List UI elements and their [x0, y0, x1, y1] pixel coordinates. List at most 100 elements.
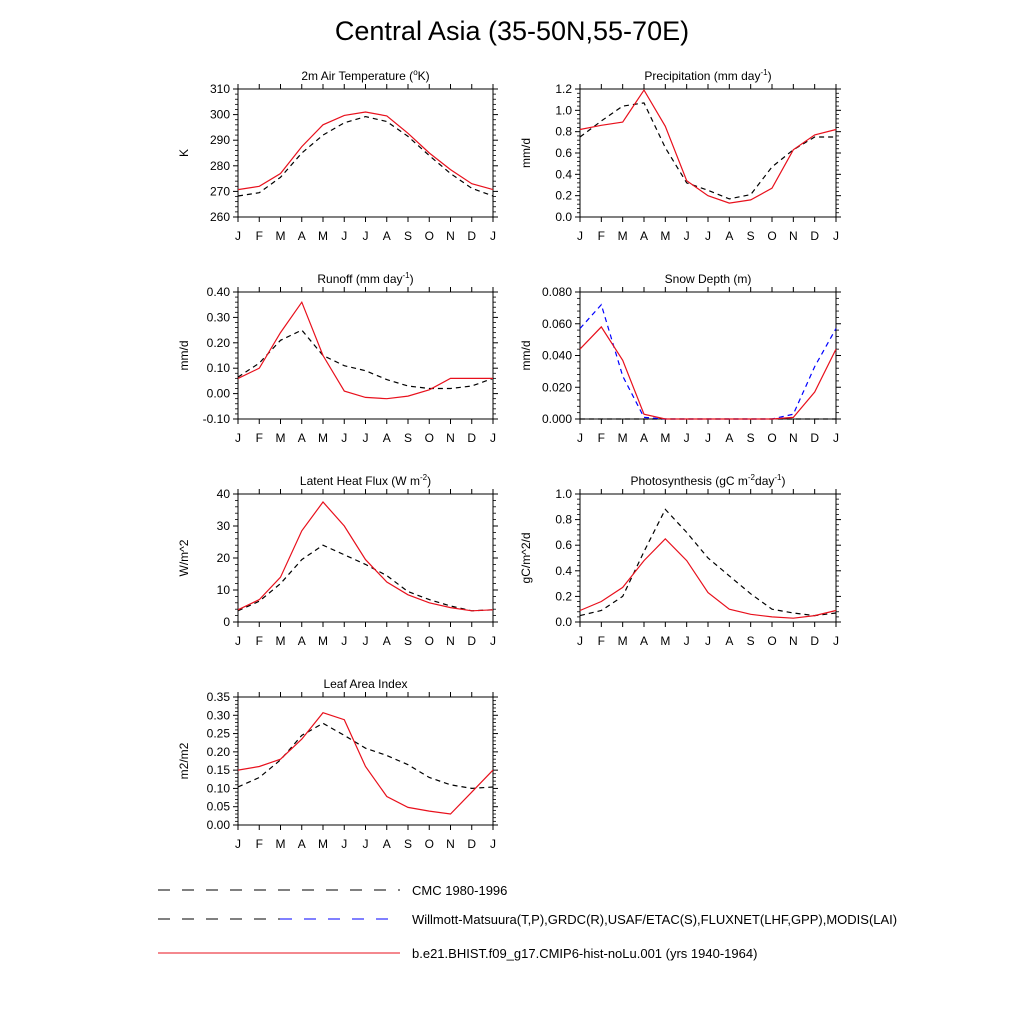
- y-tick-label: 0: [223, 615, 230, 629]
- x-tick-label: S: [747, 229, 755, 243]
- x-tick-label: M: [318, 634, 328, 648]
- y-tick-label: 0.40: [207, 285, 231, 299]
- y-tick-label: 0.6: [555, 146, 572, 160]
- x-tick-label: N: [446, 837, 455, 851]
- legend-entry-model: b.e21.BHIST.f09_g17.CMIP6-hist-noLu.001 …: [158, 946, 757, 961]
- x-tick-label: A: [640, 634, 648, 648]
- x-tick-label: J: [235, 634, 241, 648]
- x-tick-label: S: [747, 431, 755, 445]
- x-tick-label: S: [404, 634, 412, 648]
- chart-title: Snow Depth (m): [665, 272, 752, 286]
- y-tick-label: 0.30: [207, 708, 231, 722]
- series-line-obs: [237, 544, 494, 612]
- chart-title: 2m Air Temperature (oK): [301, 68, 429, 83]
- x-tick-label: J: [341, 634, 347, 648]
- y-axis-label: m2/m2: [177, 742, 191, 779]
- x-tick-label: J: [577, 634, 583, 648]
- x-tick-label: D: [467, 634, 476, 648]
- y-axis-label: gC/m^2/d: [519, 533, 533, 584]
- x-tick-label: J: [341, 837, 347, 851]
- x-tick-label: M: [276, 229, 286, 243]
- x-tick-label: O: [425, 431, 434, 445]
- y-tick-label: 0.060: [542, 317, 572, 331]
- x-tick-label: J: [341, 431, 347, 445]
- chart-title: Photosynthesis (gC m-2day-1): [631, 473, 786, 488]
- y-tick-label: 30: [217, 519, 231, 533]
- x-tick-label: J: [490, 634, 496, 648]
- y-tick-label: 260: [210, 210, 230, 224]
- y-tick-label: 0.10: [207, 781, 231, 795]
- x-tick-label: M: [660, 431, 670, 445]
- series-line-model: [237, 111, 494, 191]
- chart-photosynthesis: Photosynthesis (gC m-2day-1) 0.0 0.2 0.4 0.6…: [519, 473, 841, 648]
- y-tick-label: -0.10: [203, 412, 231, 426]
- x-tick-label: M: [318, 837, 328, 851]
- x-tick-label: M: [618, 431, 628, 445]
- x-tick-label: A: [298, 634, 306, 648]
- y-tick-label: 0.080: [542, 285, 572, 299]
- x-tick-label: J: [833, 431, 839, 445]
- x-tick-label: J: [363, 837, 369, 851]
- legend-entry-obs: Willmott-Matsuura(T,P),GRDC(R),USAF/ETAC…: [158, 912, 897, 927]
- x-tick-label: D: [467, 431, 476, 445]
- y-tick-label: 0.040: [542, 349, 572, 363]
- x-tick-label: J: [363, 634, 369, 648]
- x-tick-label: S: [747, 634, 755, 648]
- chart-runoff: Runoff (mm day-1) -0.10 0.00 0.10 0.20 0.30 0.…: [177, 271, 498, 445]
- y-tick-label: 0.35: [207, 690, 231, 704]
- y-tick-label: 280: [210, 159, 230, 173]
- x-tick-label: N: [446, 229, 455, 243]
- chart-panels: 2m Air Temperature (oK)26027028029030031…: [177, 68, 841, 851]
- x-tick-label: O: [767, 431, 776, 445]
- plot-frame: [237, 493, 494, 623]
- x-tick-label: M: [618, 634, 628, 648]
- x-tick-label: A: [383, 229, 391, 243]
- y-tick-label: 0.8: [555, 125, 572, 139]
- legend-label-model: b.e21.BHIST.f09_g17.CMIP6-hist-noLu.001 …: [412, 946, 757, 961]
- y-tick-label: 300: [210, 108, 230, 122]
- x-tick-label: M: [276, 634, 286, 648]
- series-line-model: [237, 712, 494, 815]
- x-tick-label: J: [577, 431, 583, 445]
- y-tick-label: 0.25: [207, 727, 231, 741]
- chart-snow-depth: Snow Depth (m) 0.000 0.020 0.040 0.060 0.080 J…: [519, 272, 841, 445]
- y-tick-label: 0.30: [207, 310, 231, 324]
- x-tick-label: J: [490, 431, 496, 445]
- x-tick-label: F: [598, 229, 605, 243]
- x-tick-label: A: [298, 431, 306, 445]
- x-tick-label: J: [363, 229, 369, 243]
- y-tick-label: 290: [210, 133, 230, 147]
- x-tick-label: M: [276, 431, 286, 445]
- x-tick-label: A: [640, 229, 648, 243]
- x-tick-label: J: [684, 634, 690, 648]
- x-tick-label: N: [789, 229, 798, 243]
- y-tick-label: 0.0: [555, 210, 572, 224]
- x-tick-label: S: [404, 431, 412, 445]
- x-tick-label: F: [256, 634, 263, 648]
- x-tick-label: M: [660, 229, 670, 243]
- x-tick-label: M: [660, 634, 670, 648]
- y-tick-label: 0.00: [207, 387, 231, 401]
- x-tick-label: S: [404, 229, 412, 243]
- x-tick-label: J: [490, 229, 496, 243]
- y-tick-label: 10: [217, 583, 231, 597]
- x-tick-label: O: [767, 634, 776, 648]
- x-tick-label: F: [598, 431, 605, 445]
- x-tick-label: A: [725, 634, 733, 648]
- y-tick-label: 270: [210, 184, 230, 198]
- y-axis-label: W/m^2: [177, 539, 191, 576]
- series-line-obs: [579, 102, 836, 200]
- x-tick-label: A: [383, 634, 391, 648]
- y-tick-label: 0.15: [207, 763, 231, 777]
- y-tick-label: 0.6: [555, 538, 572, 552]
- x-tick-label: J: [705, 431, 711, 445]
- legend-entry-cmc: CMC 1980-1996: [158, 883, 507, 898]
- plot-frame: [237, 88, 494, 218]
- y-tick-label: 0.20: [207, 336, 231, 350]
- y-tick-label: 1.2: [555, 82, 572, 96]
- y-axis-label: mm/d: [519, 138, 533, 168]
- chart-title: Leaf Area Index: [323, 677, 407, 691]
- x-tick-label: J: [235, 431, 241, 445]
- y-tick-label: 1.0: [555, 103, 572, 117]
- x-tick-label: N: [446, 431, 455, 445]
